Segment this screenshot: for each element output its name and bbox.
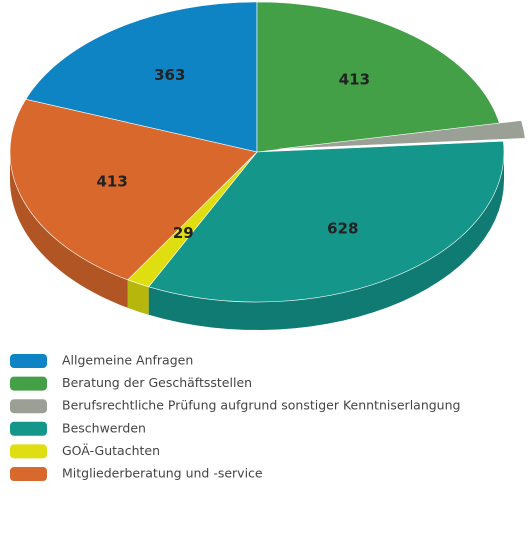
- data-label: 363: [154, 66, 185, 84]
- slice: [9, 98, 258, 281]
- legend-swatch: [10, 376, 47, 391]
- slice: [25, 1, 258, 153]
- slice: [256, 1, 500, 153]
- legend-swatch: [10, 444, 47, 459]
- slice-side: [127, 279, 149, 315]
- legend-swatch: [10, 399, 47, 414]
- legend-label: Berufsrechtliche Prüfung aufgrund sonsti…: [62, 398, 460, 413]
- slice-side: [10, 152, 128, 308]
- data-label: 413: [96, 173, 127, 191]
- legend-label: Beschwerden: [62, 420, 146, 435]
- legend-label: Mitgliederberatung und -service: [62, 466, 263, 481]
- legend-label: Beratung der Geschäftsstellen: [62, 375, 252, 390]
- legend-label: GOÄ-Gutachten: [62, 443, 160, 458]
- legend-swatch: [10, 467, 47, 481]
- legend-label: Allgemeine Anfragen: [62, 353, 193, 368]
- legend-swatch: [10, 421, 47, 436]
- slice: [148, 140, 505, 303]
- data-label: 628: [327, 220, 358, 238]
- data-label: 413: [339, 71, 370, 89]
- data-label: 29: [173, 224, 194, 242]
- slice-side: [148, 152, 505, 330]
- slice: [278, 120, 526, 150]
- legend-swatch: [10, 354, 47, 368]
